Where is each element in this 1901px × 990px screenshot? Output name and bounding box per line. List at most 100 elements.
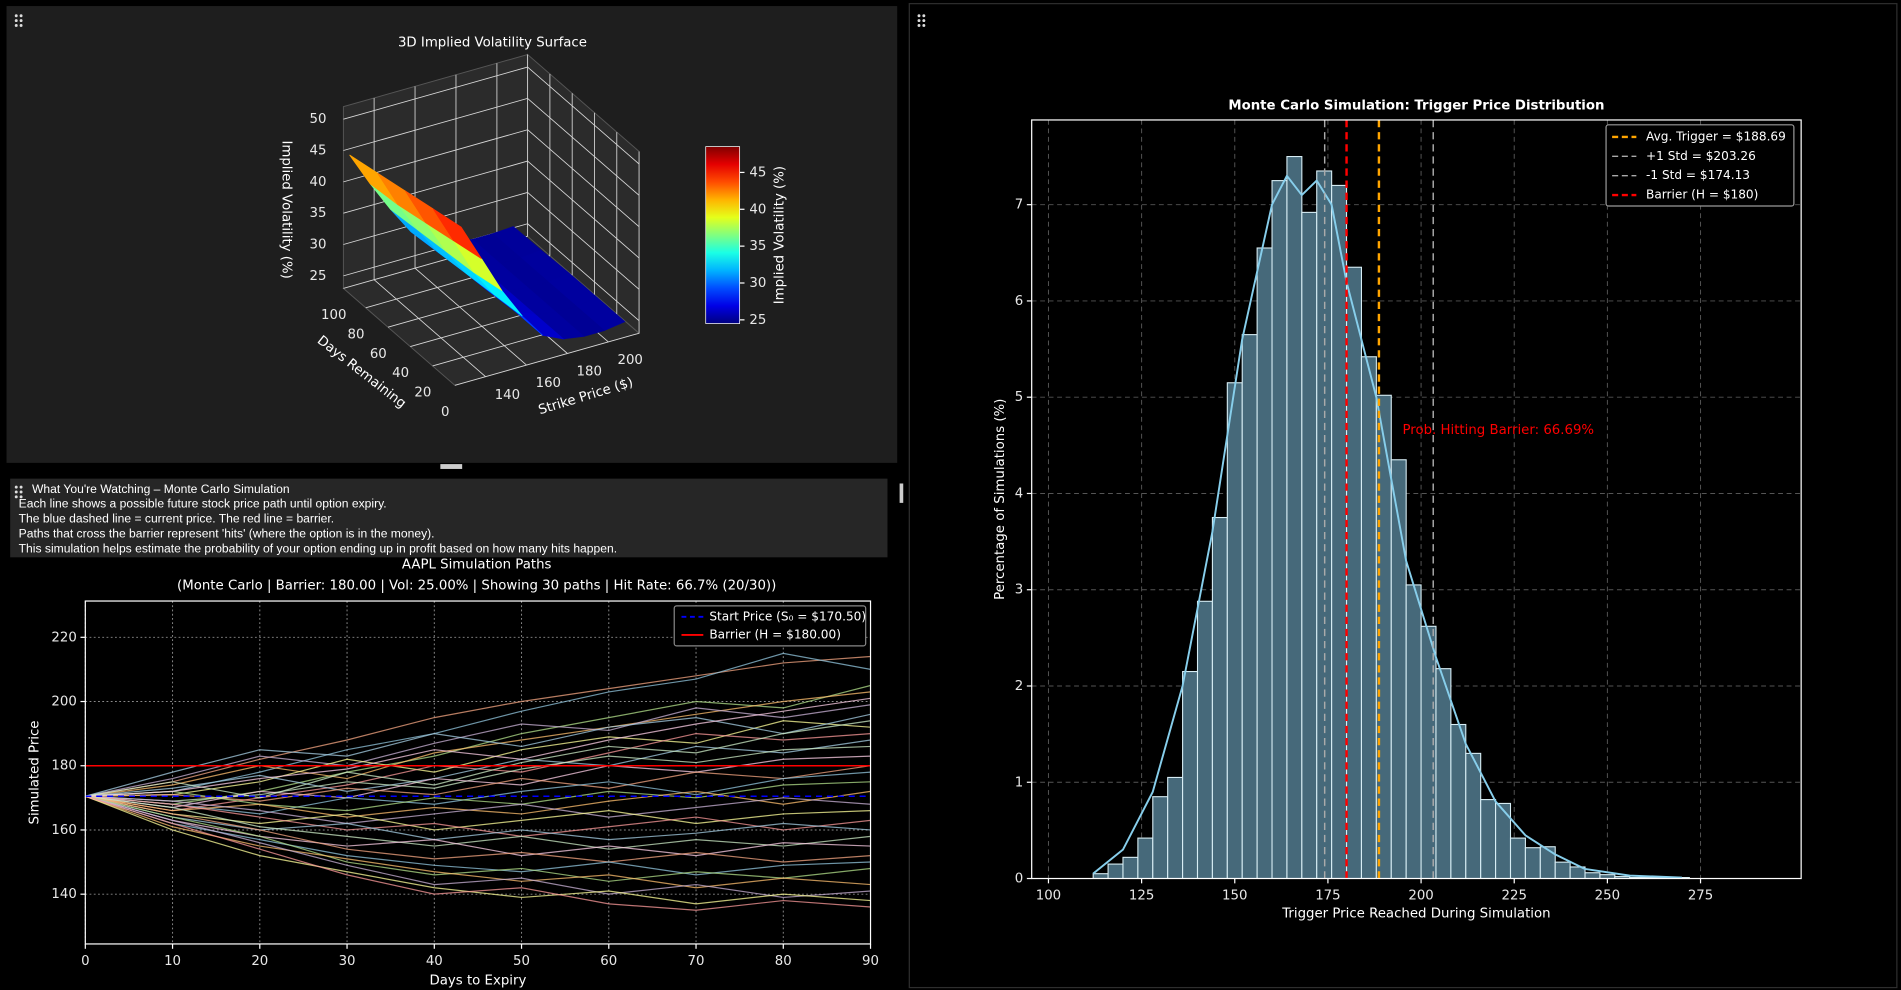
legend-label: -1 Std = $174.13 xyxy=(1646,168,1750,182)
legend-label: Barrier (H = $180.00) xyxy=(709,627,841,641)
x-tick-label: 200 xyxy=(1408,888,1433,903)
x-tick-label: 20 xyxy=(251,954,268,969)
z-tick-label: 25 xyxy=(309,269,326,284)
price-path xyxy=(85,795,871,825)
axes-frame xyxy=(1031,119,1802,880)
y-tick-label: 7 xyxy=(1015,198,1023,213)
y-tick-label: 0 xyxy=(441,405,449,420)
histogram-bar xyxy=(1524,847,1541,879)
price-path xyxy=(85,795,871,882)
histogram-bar xyxy=(1346,266,1363,879)
grid-line xyxy=(527,129,640,228)
y-tick-label: 5 xyxy=(1015,390,1023,405)
price-path xyxy=(85,720,871,797)
x-tick-label: 10 xyxy=(164,954,181,969)
y-tick-label: 0 xyxy=(1015,872,1023,887)
price-path xyxy=(85,655,871,797)
price-path xyxy=(85,739,871,797)
axes-frame xyxy=(84,600,872,945)
price-path xyxy=(85,790,871,818)
histogram-bar xyxy=(1167,776,1184,879)
splitter-handle[interactable] xyxy=(440,464,463,469)
y-tick-label: 100 xyxy=(321,308,346,323)
y-tick-label: 60 xyxy=(370,347,387,362)
histogram-bar xyxy=(1301,211,1318,879)
kde-curve xyxy=(1092,174,1682,879)
info-line: The blue dashed line = current price. Th… xyxy=(19,511,334,525)
histogram-bar xyxy=(1360,356,1377,879)
chart-title: 3D Implied Volatility Surface xyxy=(398,35,587,50)
histogram-bar xyxy=(1286,155,1303,879)
legend-label: Barrier (H = $180) xyxy=(1646,188,1758,202)
annotation: Prob. Hitting Barrier: 66.69% xyxy=(1402,423,1594,438)
info-line: Each line shows a possible future stock … xyxy=(19,496,387,510)
price-path xyxy=(85,795,871,850)
x-axis-label: Days to Expiry xyxy=(429,973,526,988)
y-tick-label: 160 xyxy=(51,823,76,838)
info-title: What You're Watching – Monte Carlo Simul… xyxy=(32,482,290,496)
info-panel xyxy=(10,478,888,558)
x-tick-label: 200 xyxy=(617,353,642,368)
histogram-bar xyxy=(1509,837,1526,879)
info-line: This simulation helps estimate the proba… xyxy=(19,541,617,555)
histogram-bar xyxy=(1256,247,1273,879)
price-path xyxy=(85,795,871,863)
y-axis-label: Simulated Price xyxy=(27,720,42,824)
y-tick-label: 1 xyxy=(1015,775,1023,790)
histogram-bar xyxy=(1539,846,1556,879)
z-tick-label: 35 xyxy=(309,206,326,221)
colorbar xyxy=(705,146,741,324)
grid-line xyxy=(343,160,528,214)
y-tick-label: 4 xyxy=(1015,486,1023,501)
legend-label: Avg. Trigger = $188.69 xyxy=(1646,129,1786,143)
x-axis-label: Trigger Price Reached During Simulation xyxy=(1281,907,1550,922)
price-path xyxy=(85,795,871,911)
histogram-bar xyxy=(1554,861,1571,879)
histogram-bar xyxy=(1107,863,1124,879)
histogram-bar xyxy=(1226,382,1243,879)
y-tick-label: 220 xyxy=(51,630,76,645)
price-path xyxy=(85,795,871,841)
grid-line xyxy=(527,66,640,165)
drag-handle[interactable] xyxy=(917,14,926,27)
info-line: Paths that cross the barrier represent '… xyxy=(19,526,435,540)
histogram-bar xyxy=(1196,600,1213,879)
x-tick-label: 100 xyxy=(1036,888,1061,903)
histogram-bar xyxy=(1480,799,1497,879)
y-tick-label: 180 xyxy=(51,759,76,774)
grid-line xyxy=(373,279,486,377)
x-tick-label: 60 xyxy=(600,954,617,969)
x-tick-label: 50 xyxy=(513,954,530,969)
x-tick-label: 225 xyxy=(1502,888,1527,903)
drag-handle[interactable] xyxy=(14,485,23,499)
x-tick-label: 70 xyxy=(688,954,705,969)
colorbar-tick-label: 35 xyxy=(749,239,766,254)
histogram-bar xyxy=(1271,180,1288,879)
y-tick-label: 20 xyxy=(414,386,431,401)
bars-group xyxy=(1092,119,1690,879)
chart-subtitle: (Monte Carlo | Barrier: 180.00 | Vol: 25… xyxy=(177,578,776,593)
x-tick-label: 90 xyxy=(862,954,879,969)
x-tick-label: 275 xyxy=(1688,888,1713,903)
legend-label: Start Price (S₀ = $170.50) xyxy=(709,609,866,623)
colorbar-tick-label: 40 xyxy=(749,202,766,217)
x-tick-label: 40 xyxy=(426,954,443,969)
x-tick-label: 0 xyxy=(81,954,89,969)
x-tick-label: 140 xyxy=(495,388,520,403)
x-tick-label: 250 xyxy=(1595,888,1620,903)
z-tick-label: 30 xyxy=(309,238,326,253)
resize-handle[interactable] xyxy=(899,483,904,503)
histogram-bar xyxy=(1092,873,1109,879)
histogram-bar xyxy=(1122,856,1139,879)
drag-handle[interactable] xyxy=(14,14,23,27)
grid-line xyxy=(454,332,640,386)
histogram-bar xyxy=(1465,752,1482,879)
paths-group xyxy=(85,652,871,911)
y-tick-label: 6 xyxy=(1015,294,1023,309)
z-tick-label: 40 xyxy=(309,175,326,190)
histogram-bar xyxy=(1182,671,1199,879)
chart-title: Monte Carlo Simulation: Trigger Price Di… xyxy=(1228,98,1604,113)
colorbar-tick-label: 45 xyxy=(749,165,766,180)
legend-label: +1 Std = $203.26 xyxy=(1646,149,1756,163)
